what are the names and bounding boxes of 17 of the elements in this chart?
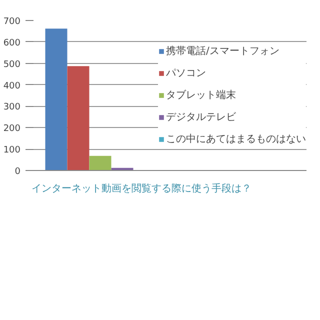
y-tick-label: 200 [3,124,21,134]
bar [89,156,112,170]
y-tick-label: 600 [3,38,21,48]
legend-label: タブレット端末 [166,88,236,102]
text: インターネット動画を閲覧する際に使う手段は？ [32,182,252,194]
legend-label: 携帯電話/スマートフォン [166,44,280,58]
y-tick-label: 400 [3,81,21,92]
bar [45,28,68,170]
legend-label: この中にあてはまるものはない [166,132,306,146]
y-tick-label: 0 [14,167,21,177]
y-tick-label: 700 [3,17,21,27]
legend-label: デジタルテレビ [166,111,236,124]
y-tick-label: 500 [3,60,21,70]
y-tick-label: 300 [3,102,21,113]
bar [67,66,90,170]
legend-label: パソコン [166,67,206,80]
y-tick-label: 100 [3,146,21,156]
